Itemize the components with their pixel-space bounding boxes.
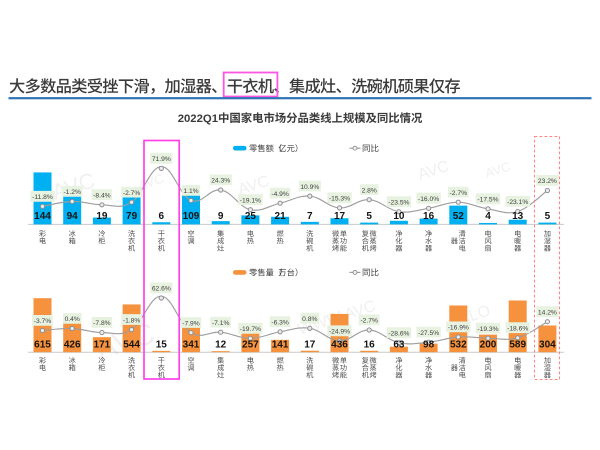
svg-text:544: 544 xyxy=(123,339,140,350)
svg-text:-28.6%: -28.6% xyxy=(388,330,409,337)
svg-text:17: 17 xyxy=(334,211,346,222)
svg-text:1.1%: 1.1% xyxy=(183,188,198,195)
svg-text:71.9%: 71.9% xyxy=(152,156,171,163)
svg-text:615: 615 xyxy=(34,339,51,350)
svg-text:-1.8%: -1.8% xyxy=(123,317,141,324)
svg-text:-7.9%: -7.9% xyxy=(182,320,200,327)
svg-text:-2.7%: -2.7% xyxy=(123,190,141,197)
svg-text:13: 13 xyxy=(512,211,524,222)
svg-text:10.9%: 10.9% xyxy=(300,184,319,191)
svg-text:-27.5%: -27.5% xyxy=(418,330,439,337)
svg-text:-4.9%: -4.9% xyxy=(271,191,289,198)
svg-text:-17.5%: -17.5% xyxy=(477,197,498,204)
svg-text:-19.1%: -19.1% xyxy=(240,197,261,204)
svg-text:79: 79 xyxy=(126,211,138,222)
svg-text:171: 171 xyxy=(94,339,111,350)
svg-text:24.3%: 24.3% xyxy=(211,178,230,185)
svg-text:16: 16 xyxy=(423,211,435,222)
svg-text:-15.3%: -15.3% xyxy=(329,196,350,203)
svg-text:426: 426 xyxy=(64,339,81,350)
svg-text:-18.6%: -18.6% xyxy=(507,326,528,333)
svg-text:94: 94 xyxy=(67,211,79,222)
svg-text:21: 21 xyxy=(275,211,287,222)
svg-text:12: 12 xyxy=(215,339,227,350)
svg-text:-19.7%: -19.7% xyxy=(240,326,261,333)
svg-text:-8.4%: -8.4% xyxy=(93,193,111,200)
svg-text:98: 98 xyxy=(423,339,435,350)
svg-text:200: 200 xyxy=(480,339,497,350)
svg-text:63: 63 xyxy=(393,339,405,350)
svg-text:436: 436 xyxy=(331,339,348,350)
svg-text:-1.2%: -1.2% xyxy=(63,189,81,196)
svg-text:-23.1%: -23.1% xyxy=(507,199,528,206)
svg-text:6: 6 xyxy=(159,211,165,222)
svg-text:10: 10 xyxy=(393,211,405,222)
svg-text:-24.9%: -24.9% xyxy=(329,329,350,336)
svg-text:532: 532 xyxy=(450,339,467,350)
svg-text:62.6%: 62.6% xyxy=(152,286,171,293)
svg-text:7: 7 xyxy=(307,211,313,222)
svg-text:-16.9%: -16.9% xyxy=(448,325,469,332)
svg-text:341: 341 xyxy=(183,339,200,350)
svg-text:15: 15 xyxy=(156,339,168,350)
svg-text:-3.7%: -3.7% xyxy=(34,318,52,325)
svg-text:-6.3%: -6.3% xyxy=(271,320,289,327)
svg-text:5: 5 xyxy=(545,211,551,222)
svg-text:-16.0%: -16.0% xyxy=(418,196,439,203)
svg-text:-23.5%: -23.5% xyxy=(388,199,409,206)
svg-text:16: 16 xyxy=(364,339,376,350)
svg-text:304: 304 xyxy=(539,339,556,350)
svg-text:5: 5 xyxy=(366,211,372,222)
svg-text:2022Q1: 2022Q1 xyxy=(178,113,218,125)
svg-text:-19.3%: -19.3% xyxy=(477,326,498,333)
svg-text:-11.8%: -11.8% xyxy=(32,194,53,201)
svg-text:0.8%: 0.8% xyxy=(302,316,317,323)
svg-text:23.2%: 23.2% xyxy=(538,178,557,185)
svg-text:109: 109 xyxy=(183,211,200,222)
svg-text:257: 257 xyxy=(242,339,259,350)
svg-text:19: 19 xyxy=(96,211,108,222)
svg-text:144: 144 xyxy=(34,211,51,222)
svg-text:0.4%: 0.4% xyxy=(65,316,80,323)
svg-text:-7.8%: -7.8% xyxy=(93,320,111,327)
svg-text:-7.1%: -7.1% xyxy=(212,320,230,327)
svg-text:141: 141 xyxy=(272,339,289,350)
svg-text:-2.7%: -2.7% xyxy=(450,190,468,197)
svg-text:14.2%: 14.2% xyxy=(538,309,557,316)
svg-text:589: 589 xyxy=(509,339,526,350)
svg-text:9: 9 xyxy=(218,211,224,222)
svg-text:25: 25 xyxy=(245,211,257,222)
svg-text:52: 52 xyxy=(453,211,465,222)
svg-text:17: 17 xyxy=(304,339,316,350)
svg-text:2.8%: 2.8% xyxy=(362,187,377,194)
svg-text:-2.7%: -2.7% xyxy=(360,318,378,325)
svg-text:4: 4 xyxy=(485,211,491,222)
